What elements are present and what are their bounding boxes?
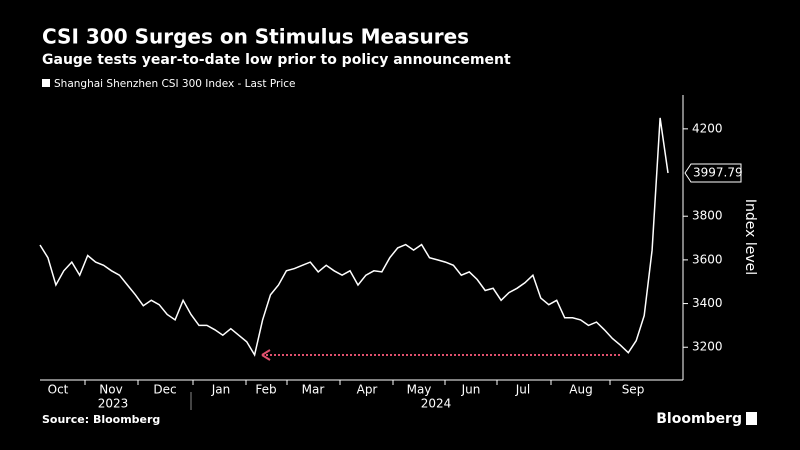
year-label: 2023 xyxy=(98,397,129,411)
y-tick-label: 3600 xyxy=(692,252,723,266)
x-tick-label: Nov xyxy=(99,383,122,397)
y-tick-label: 3800 xyxy=(692,209,723,223)
legend-label: Shanghai Shenzhen CSI 300 Index - Last P… xyxy=(54,78,295,90)
x-tick-label: Oct xyxy=(48,383,69,397)
x-tick-label: Jul xyxy=(515,383,530,397)
x-tick-label: Aug xyxy=(569,383,592,397)
arrow-head xyxy=(261,349,271,361)
x-tick-label: Jan xyxy=(211,383,231,397)
line-series xyxy=(39,117,669,357)
chart-title: CSI 300 Surges on Stimulus Measures xyxy=(42,25,469,49)
x-tick-label: Feb xyxy=(255,383,276,397)
x-tick-label: Jun xyxy=(461,383,481,397)
x-tick-label: Apr xyxy=(357,383,378,397)
y-tick-label: 3400 xyxy=(692,296,723,310)
x-tick-label: Mar xyxy=(302,383,325,397)
x-tick-label: Sep xyxy=(622,383,645,397)
chart-subtitle: Gauge tests year-to-date low prior to po… xyxy=(42,52,511,68)
y-tick-label: 3200 xyxy=(692,340,723,354)
x-tick-label: May xyxy=(407,383,432,397)
legend-swatch xyxy=(42,79,50,87)
brand: Bloomberg xyxy=(656,411,742,427)
last-price-label: 3997.79 xyxy=(693,166,743,180)
year-label: 2024 xyxy=(421,397,452,411)
y-axis-label: Index level xyxy=(742,199,758,275)
x-tick-label: Dec xyxy=(153,383,176,397)
y-tick-label: 4200 xyxy=(692,121,723,135)
brand-icon xyxy=(746,412,757,425)
source: Source: Bloomberg xyxy=(42,413,160,426)
last-price-box xyxy=(684,163,742,183)
